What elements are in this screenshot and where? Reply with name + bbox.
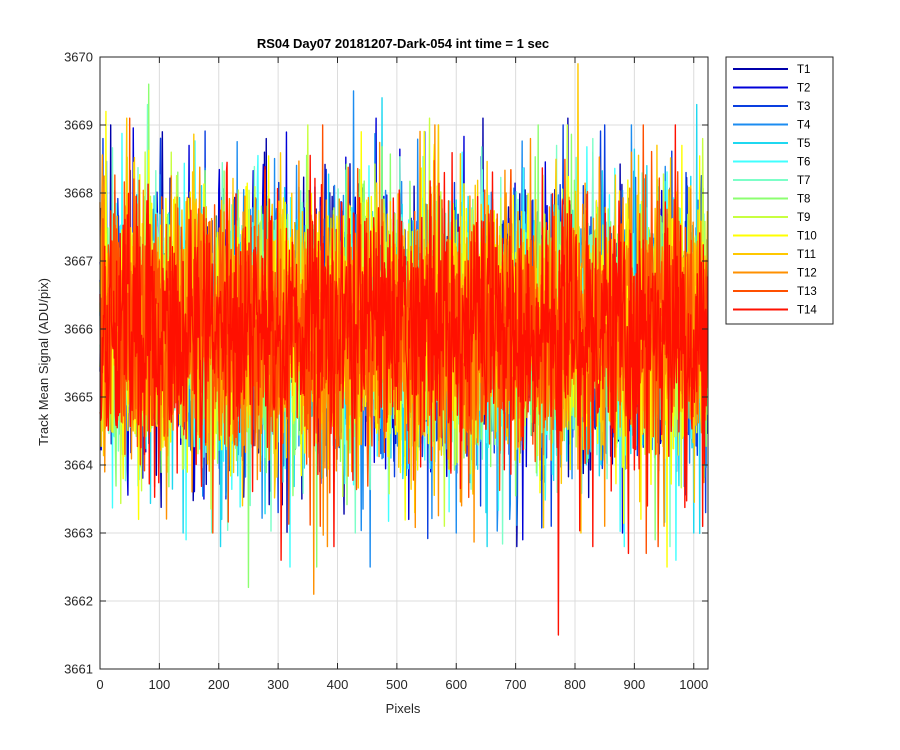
- y-tick-label: 3667: [64, 254, 93, 269]
- x-tick-label: 100: [149, 677, 171, 692]
- y-axis-label: Track Mean Signal (ADU/pix): [36, 278, 51, 446]
- legend-label-T5: T5: [797, 138, 810, 150]
- x-tick-label: 200: [208, 677, 230, 692]
- series-lines: [99, 63, 709, 636]
- legend-label-T8: T8: [797, 194, 810, 206]
- y-tick-label: 3665: [64, 390, 93, 405]
- x-tick-label: 0: [96, 677, 103, 692]
- axes: 0 100 200 300 400 500 600 700 800 900 1000 3661 3662…: [64, 50, 709, 692]
- x-axis-label: Pixels: [386, 701, 421, 716]
- x-tick-label: 700: [505, 677, 527, 692]
- series-line-T13: [99, 117, 709, 555]
- legend-box: [725, 56, 834, 325]
- x-tick-label: 900: [624, 677, 646, 692]
- chart-title: RS04 Day07 20181207-Dark-054 int time = …: [257, 36, 549, 51]
- y-tick-label: 3666: [64, 322, 93, 337]
- x-tick-label: 400: [327, 677, 349, 692]
- legend-label-T7: T7: [797, 175, 810, 187]
- axes-box: [99, 56, 709, 670]
- legend-label-T2: T2: [797, 83, 810, 95]
- x-tick-label: 800: [564, 677, 586, 692]
- y-tick-label: 3661: [64, 662, 93, 677]
- legend-label-T6: T6: [797, 157, 810, 169]
- y-tick-label: 3664: [64, 458, 93, 473]
- y-tick-label: 3669: [64, 118, 93, 133]
- legend-label-T3: T3: [797, 101, 810, 113]
- x-tick-label: 300: [267, 677, 289, 692]
- legend-label-T10: T10: [797, 231, 817, 243]
- legend: T1 T2 T3 T4 T5 T6 T7 T8 T9 T10 T11 T12 T13 T14: [725, 56, 834, 325]
- y-tick-label: 3670: [64, 50, 93, 65]
- series-line-T14: [99, 124, 709, 636]
- y-tick-label: 3662: [64, 594, 93, 609]
- legend-label-T4: T4: [797, 120, 811, 132]
- x-tick-label: 600: [445, 677, 467, 692]
- y-tick-label: 3668: [64, 186, 93, 201]
- y-tick-label: 3663: [64, 526, 93, 541]
- legend-label-T14: T14: [797, 305, 817, 317]
- legend-label-T13: T13: [797, 286, 817, 298]
- legend-label-T11: T11: [797, 249, 816, 261]
- legend-label-T9: T9: [797, 212, 810, 224]
- legend-label-T12: T12: [797, 268, 817, 280]
- x-tick-label: 1000: [679, 677, 708, 692]
- x-tick-label: 500: [386, 677, 408, 692]
- legend-label-T1: T1: [797, 64, 810, 76]
